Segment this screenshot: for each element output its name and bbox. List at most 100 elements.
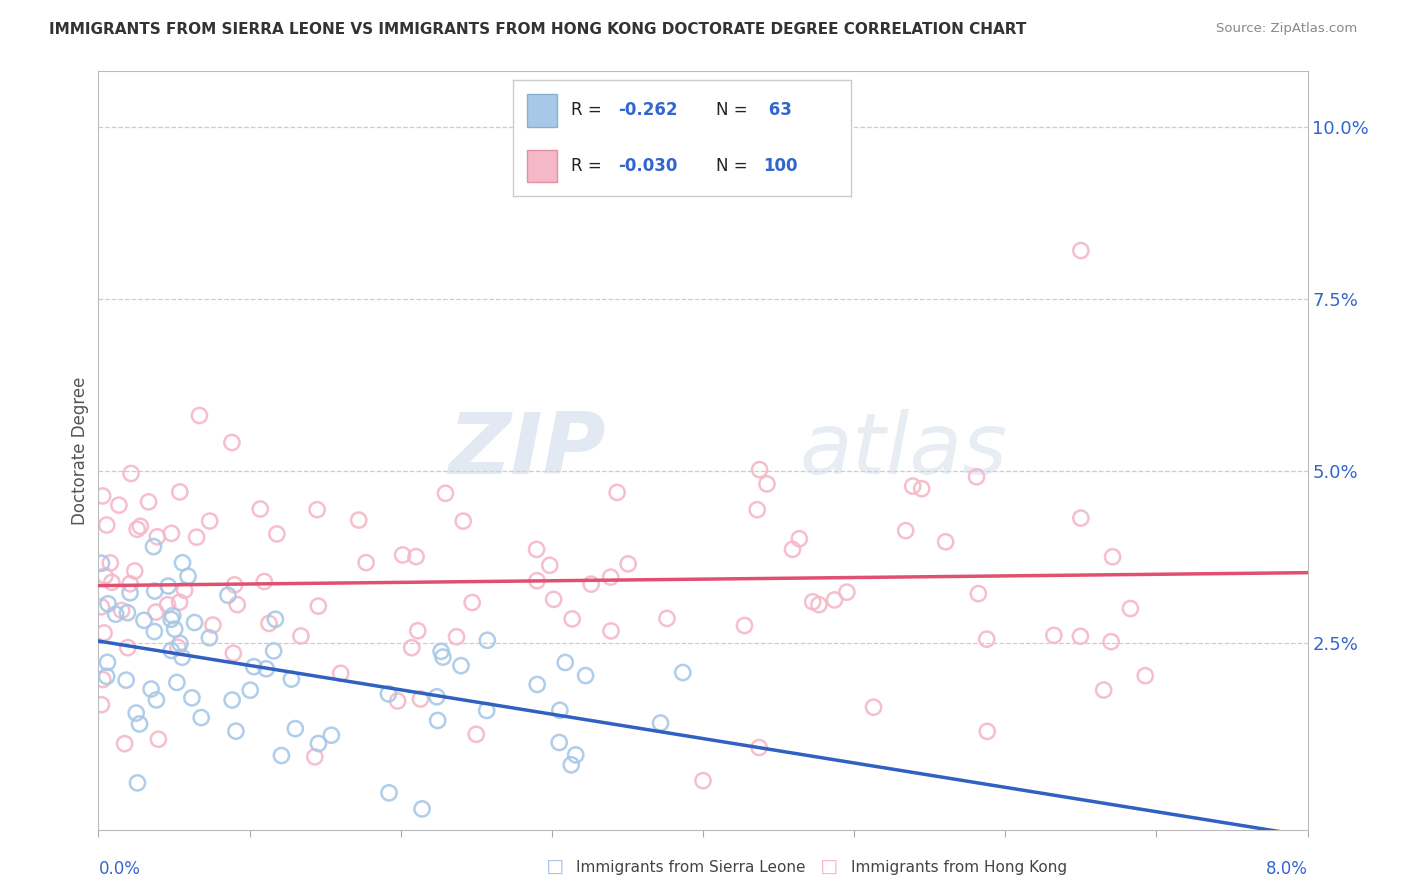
Point xyxy=(127,522,149,536)
Point xyxy=(169,595,191,609)
Point xyxy=(599,570,621,584)
Text: ZIP: ZIP xyxy=(449,409,606,492)
Point xyxy=(561,612,583,626)
Point xyxy=(692,773,714,788)
Text: 8.0%: 8.0% xyxy=(1265,860,1308,878)
Point xyxy=(347,513,370,527)
Point xyxy=(101,575,124,590)
Point xyxy=(143,624,166,639)
Point xyxy=(148,732,170,747)
Point xyxy=(426,714,449,728)
Text: IMMIGRANTS FROM SIERRA LEONE VS IMMIGRANTS FROM HONG KONG DOCTORATE DEGREE CORRE: IMMIGRANTS FROM SIERRA LEONE VS IMMIGRAN… xyxy=(49,22,1026,37)
Point xyxy=(401,640,423,655)
Point xyxy=(120,576,142,591)
Point xyxy=(862,700,884,714)
Point xyxy=(254,662,277,676)
Point xyxy=(617,557,640,571)
Text: -0.030: -0.030 xyxy=(617,157,678,175)
Point xyxy=(132,613,155,627)
Point xyxy=(257,616,280,631)
Point xyxy=(186,530,208,544)
Point xyxy=(737,153,759,168)
Point xyxy=(538,558,561,573)
Point xyxy=(807,598,830,612)
Point xyxy=(96,669,118,683)
Point xyxy=(117,640,139,655)
Point xyxy=(579,577,602,591)
Point xyxy=(138,495,160,509)
Point xyxy=(290,629,312,643)
Point xyxy=(432,650,454,665)
Point xyxy=(526,574,548,588)
Point xyxy=(162,608,184,623)
Text: ◻: ◻ xyxy=(820,857,839,877)
Point xyxy=(146,530,169,544)
Point xyxy=(163,622,186,636)
Point xyxy=(387,694,409,708)
FancyBboxPatch shape xyxy=(527,95,557,127)
Point xyxy=(378,786,401,800)
Text: Immigrants from Hong Kong: Immigrants from Hong Kong xyxy=(851,860,1067,874)
Point xyxy=(225,724,247,739)
Point xyxy=(166,675,188,690)
Text: Source: ZipAtlas.com: Source: ZipAtlas.com xyxy=(1216,22,1357,36)
Point xyxy=(198,514,221,528)
Point xyxy=(264,612,287,626)
Point xyxy=(221,435,243,450)
Text: 63: 63 xyxy=(763,102,792,120)
Point xyxy=(125,706,148,720)
Point xyxy=(249,502,271,516)
Point xyxy=(128,717,150,731)
Point xyxy=(142,540,165,554)
Y-axis label: Doctorate Degree: Doctorate Degree xyxy=(70,376,89,524)
Point xyxy=(172,556,194,570)
Point xyxy=(430,644,453,658)
Point xyxy=(263,644,285,658)
Text: 100: 100 xyxy=(763,157,797,175)
Point xyxy=(129,519,152,533)
Point xyxy=(748,462,770,476)
Point xyxy=(304,749,326,764)
Point xyxy=(183,615,205,630)
Point xyxy=(117,606,139,620)
Point xyxy=(239,683,262,698)
Point xyxy=(307,502,329,516)
Point xyxy=(217,588,239,602)
Point xyxy=(1101,549,1123,564)
Point xyxy=(477,633,499,648)
Point xyxy=(104,607,127,622)
Point xyxy=(329,666,352,681)
Text: atlas: atlas xyxy=(800,409,1008,492)
Text: Immigrants from Sierra Leone: Immigrants from Sierra Leone xyxy=(576,860,806,874)
Point xyxy=(450,658,472,673)
Point xyxy=(169,636,191,650)
Point xyxy=(222,646,245,660)
Point xyxy=(935,534,957,549)
Point xyxy=(782,542,804,557)
Point xyxy=(96,656,118,670)
Point xyxy=(976,724,998,739)
Point xyxy=(789,532,811,546)
Point xyxy=(157,579,180,593)
Point xyxy=(526,677,548,691)
Point xyxy=(266,527,288,541)
Point xyxy=(111,603,134,617)
Point xyxy=(391,548,413,562)
Point xyxy=(139,681,162,696)
Point xyxy=(198,631,221,645)
Text: N =: N = xyxy=(716,157,752,175)
Point xyxy=(911,482,934,496)
Point xyxy=(475,704,498,718)
Point xyxy=(354,556,377,570)
Point xyxy=(835,585,858,599)
Text: ◻: ◻ xyxy=(546,857,565,877)
Point xyxy=(526,542,548,557)
Point xyxy=(115,673,138,687)
Point xyxy=(90,698,112,712)
Point xyxy=(1099,634,1122,648)
Point xyxy=(224,578,246,592)
Point xyxy=(755,477,778,491)
Point xyxy=(606,485,628,500)
Point xyxy=(434,486,457,500)
Point xyxy=(93,626,115,640)
